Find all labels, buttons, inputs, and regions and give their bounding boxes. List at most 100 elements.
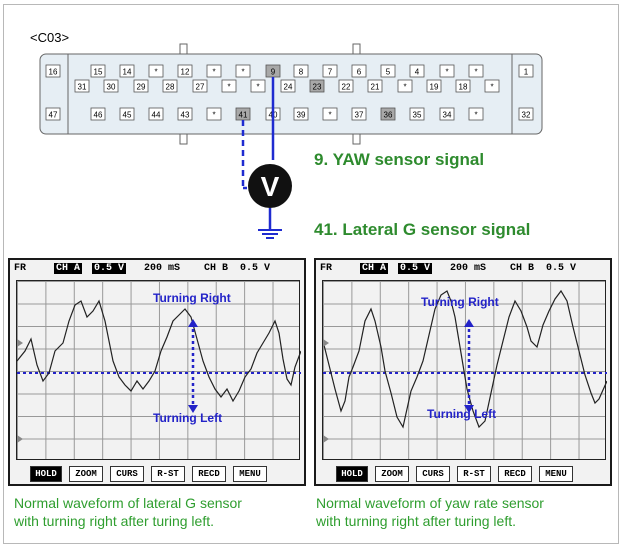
pin-box [74,79,90,93]
connector-pin-blank: * [148,64,164,78]
pin-box [468,64,484,78]
scope-right-screen: Turning Right Turning Left [322,280,607,460]
scope-right-trace [323,289,607,443]
pin-label: * [227,83,230,92]
scope-left-hold-button[interactable]: HOLD [30,466,62,482]
connector-pin-blank: * [322,107,338,121]
connector-pin-41: 41 [235,107,251,121]
scope-left-ch-a-value: 0.5 V [92,263,127,274]
pin-label: 30 [107,83,116,92]
scope-right-ch-a: CH A [360,263,389,274]
voltmeter [248,164,292,208]
scope-left-header: FR CH A 0.5 V 200 mS CH B 0.5 V [14,263,300,277]
connector-pin-blank: * [206,107,222,121]
lateral-signal-label: 41. Lateral G sensor signal [314,220,531,239]
pin-label: 21 [371,83,380,92]
level-marker-icon [323,339,329,347]
arrow-down-icon [464,405,474,413]
pin-label: 18 [459,83,468,92]
connector-pin-35: 35 [409,107,425,121]
waveform [323,289,607,429]
connector-pin-5: 5 [380,64,396,78]
pin-box [484,79,500,93]
pin-label: 9 [271,68,276,77]
scope-right-r-st-button[interactable]: R-ST [457,466,491,482]
caption-right-line1: Normal waveform of yaw rate sensor [316,495,544,511]
connector-pin-27: 27 [192,79,208,93]
pin-label: 22 [342,83,351,92]
scope-right-ch-b-value: 0.5 V [546,263,577,274]
pin-box [409,64,425,78]
pin-label: 24 [284,83,293,92]
connector-pin-9: 9 [265,64,281,78]
scope-left-menu-button[interactable]: MENU [233,466,267,482]
scope-left-curs-button[interactable]: CURS [110,466,144,482]
connector-pin-44: 44 [148,107,164,121]
pin-box [119,107,135,121]
scope-left-r-st-button[interactable]: R-ST [151,466,185,482]
scope-right-fr: FR [320,263,333,274]
connector-pin-36: 36 [380,107,396,121]
scope-right-turning-right: Turning Right [421,295,499,309]
pin-box [409,107,425,121]
pin-box [439,64,455,78]
connector-pin-8: 8 [293,64,309,78]
scope-right-recd-button[interactable]: RECD [498,466,532,482]
scope-right-hold-button[interactable]: HOLD [336,466,368,482]
pin-box [426,79,442,93]
pin-box [455,79,471,93]
scope-left: FR CH A 0.5 V 200 mS CH B 0.5 V Turning … [8,258,306,486]
pin-box [309,79,325,93]
pin-box [518,64,534,78]
connector-pin-34: 34 [439,107,455,121]
connector-pin-16: 16 [45,64,61,78]
pin-label: * [328,111,331,120]
pin-box [397,79,413,93]
pin-box [322,107,338,121]
connector-pin-43: 43 [177,107,193,121]
pin-label: * [212,68,215,77]
connector-pin-12: 12 [177,64,193,78]
pin-box [322,64,338,78]
pin-box [518,107,534,121]
pin-box [119,64,135,78]
pin-label: * [403,83,406,92]
pin-label: 44 [152,111,161,120]
pin-label: 6 [357,68,362,77]
connector-pin-blank: * [397,79,413,93]
pin-box [293,64,309,78]
connector-pin-4: 4 [409,64,425,78]
connector-pin-28: 28 [162,79,178,93]
pin-box [45,107,61,121]
connector-pin-32: 32 [518,107,534,121]
pin-box [206,64,222,78]
connector-pin-14: 14 [119,64,135,78]
trigger-marker-icon [17,435,23,443]
pin-box [206,107,222,121]
scope-left-fr: FR [14,263,27,274]
pin-label: 29 [137,83,146,92]
pin-box [90,107,106,121]
pin-label: 23 [313,83,322,92]
pin-label: * [154,68,157,77]
pin-label: 34 [443,111,452,120]
scope-left-ch-a: CH A [54,263,83,274]
connector-pin-47: 47 [45,107,61,121]
connector-pin-blank: * [484,79,500,93]
pin-box [380,64,396,78]
pin-box [162,79,178,93]
scope-left-zoom-button[interactable]: ZOOM [69,466,103,482]
pin-label: 36 [384,111,393,120]
yaw-signal-label: 9. YAW sensor signal [314,150,485,169]
pin-box [293,107,309,121]
scope-left-screen: Turning Right Turning Left [16,280,301,460]
connector-pin-21: 21 [367,79,383,93]
scope-right-zoom-button[interactable]: ZOOM [375,466,409,482]
pin-box [103,79,119,93]
scope-right-curs-button[interactable]: CURS [416,466,450,482]
pin-box [468,107,484,121]
connector-pin-23: 23 [309,79,325,93]
scope-right-menu-button[interactable]: MENU [539,466,573,482]
pin-label: 1 [524,68,529,77]
scope-left-recd-button[interactable]: RECD [192,466,226,482]
